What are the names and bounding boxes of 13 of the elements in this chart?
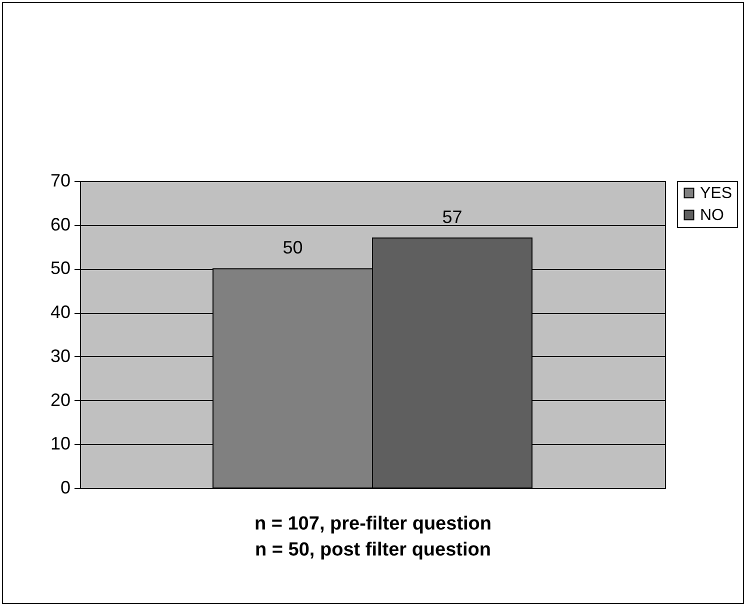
legend-label: NO [700,207,724,224]
y-tick-label: 20 [50,390,70,410]
data-label: 57 [442,207,462,228]
x-axis-title: n = 107, pre-filter question n = 50, post filter question [254,514,492,560]
data-label: 50 [282,238,303,258]
y-tick-label: 30 [50,346,70,366]
y-tick-label: 70 [50,170,70,190]
y-tick-label: 40 [50,302,70,322]
y-tick-label: 60 [50,214,70,234]
legend-label: YES [700,185,732,202]
y-tick-label: 50 [50,258,70,278]
y-tick-label: 0 [60,478,70,498]
y-tick-label: 10 [50,434,70,454]
